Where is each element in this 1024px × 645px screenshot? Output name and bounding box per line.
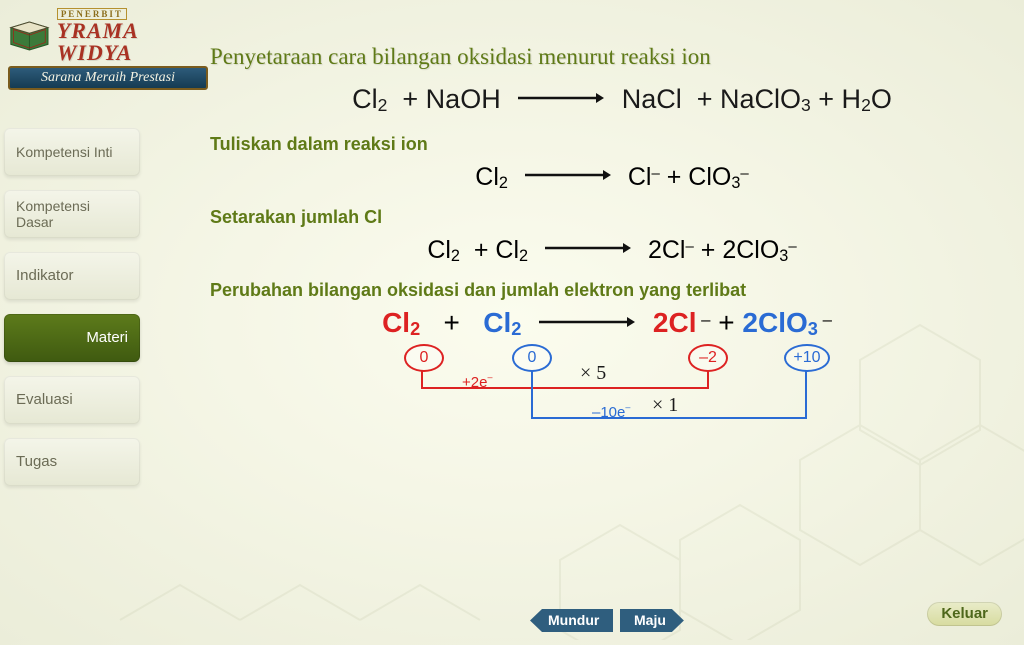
sidebar-item-label: Evaluasi	[16, 391, 73, 408]
sidebar-item-materi[interactable]: Materi	[4, 314, 140, 362]
sidebar-item-label: Materi	[86, 329, 128, 346]
multiplier: × 1	[652, 394, 678, 417]
main-content: Penyetaraan cara bilangan oksidasi menur…	[210, 44, 994, 474]
electron-label-blue: –10e–	[592, 402, 630, 421]
oxidation-diagram: 0 0 –2 +10 +2e– × 5 –10e– × 1	[312, 344, 892, 474]
slogan: Sarana Meraih Prestasi	[8, 66, 208, 90]
arrow-icon	[539, 304, 635, 318]
arrow-icon	[518, 81, 604, 95]
sidebar-item-label: Kompetensi Inti	[16, 144, 113, 160]
page-title: Penyetaraan cara bilangan oksidasi menur…	[210, 44, 994, 70]
equation-colored: Cl2 + Cl2 2Cl – + 2ClO3 –	[220, 307, 994, 340]
step-label-3: Perubahan bilangan oksidasi dan jumlah e…	[210, 280, 994, 301]
next-button[interactable]: Maju	[620, 609, 684, 632]
exit-button[interactable]: Keluar	[927, 602, 1002, 626]
sidebar-item-tugas[interactable]: Tugas	[4, 438, 140, 486]
sidebar-item-kompetensi-dasar[interactable]: Kompetensi Dasar	[4, 190, 140, 238]
equation-main: Cl2 + NaOH NaCl + NaClO3 + H2O	[250, 84, 994, 116]
equation-ion: Cl2 Cl– + ClO3–	[230, 163, 994, 193]
book-icon	[8, 17, 51, 55]
sidebar-item-label: Kompetensi Dasar	[16, 198, 128, 230]
sidebar-item-kompetensi-inti[interactable]: Kompetensi Inti	[4, 128, 140, 176]
back-button[interactable]: Mundur	[530, 609, 613, 632]
arrow-icon	[525, 160, 611, 174]
equation-balanced-cl: Cl2 + Cl2 2Cl– + 2ClO3–	[230, 236, 994, 266]
sidebar-item-evaluasi[interactable]: Evaluasi	[4, 376, 140, 424]
sidebar-item-label: Tugas	[16, 453, 57, 470]
sidebar-item-label: Indikator	[16, 267, 74, 284]
oxidation-value: –2	[688, 344, 728, 372]
oxidation-value: 0	[512, 344, 552, 372]
step-label-2: Setarakan jumlah Cl	[210, 207, 994, 228]
brand-name: YRAMA WIDYA	[57, 20, 208, 64]
sidebar: Kompetensi Inti Kompetensi Dasar Indikat…	[4, 128, 140, 486]
step-label-1: Tuliskan dalam reaksi ion	[210, 134, 994, 155]
electron-label-red: +2e–	[462, 372, 492, 391]
oxidation-value: +10	[784, 344, 830, 372]
logo: PENERBIT YRAMA WIDYA Sarana Meraih Prest…	[8, 8, 208, 90]
oxidation-value: 0	[404, 344, 444, 372]
arrow-icon	[545, 233, 631, 247]
sidebar-item-indikator[interactable]: Indikator	[4, 252, 140, 300]
